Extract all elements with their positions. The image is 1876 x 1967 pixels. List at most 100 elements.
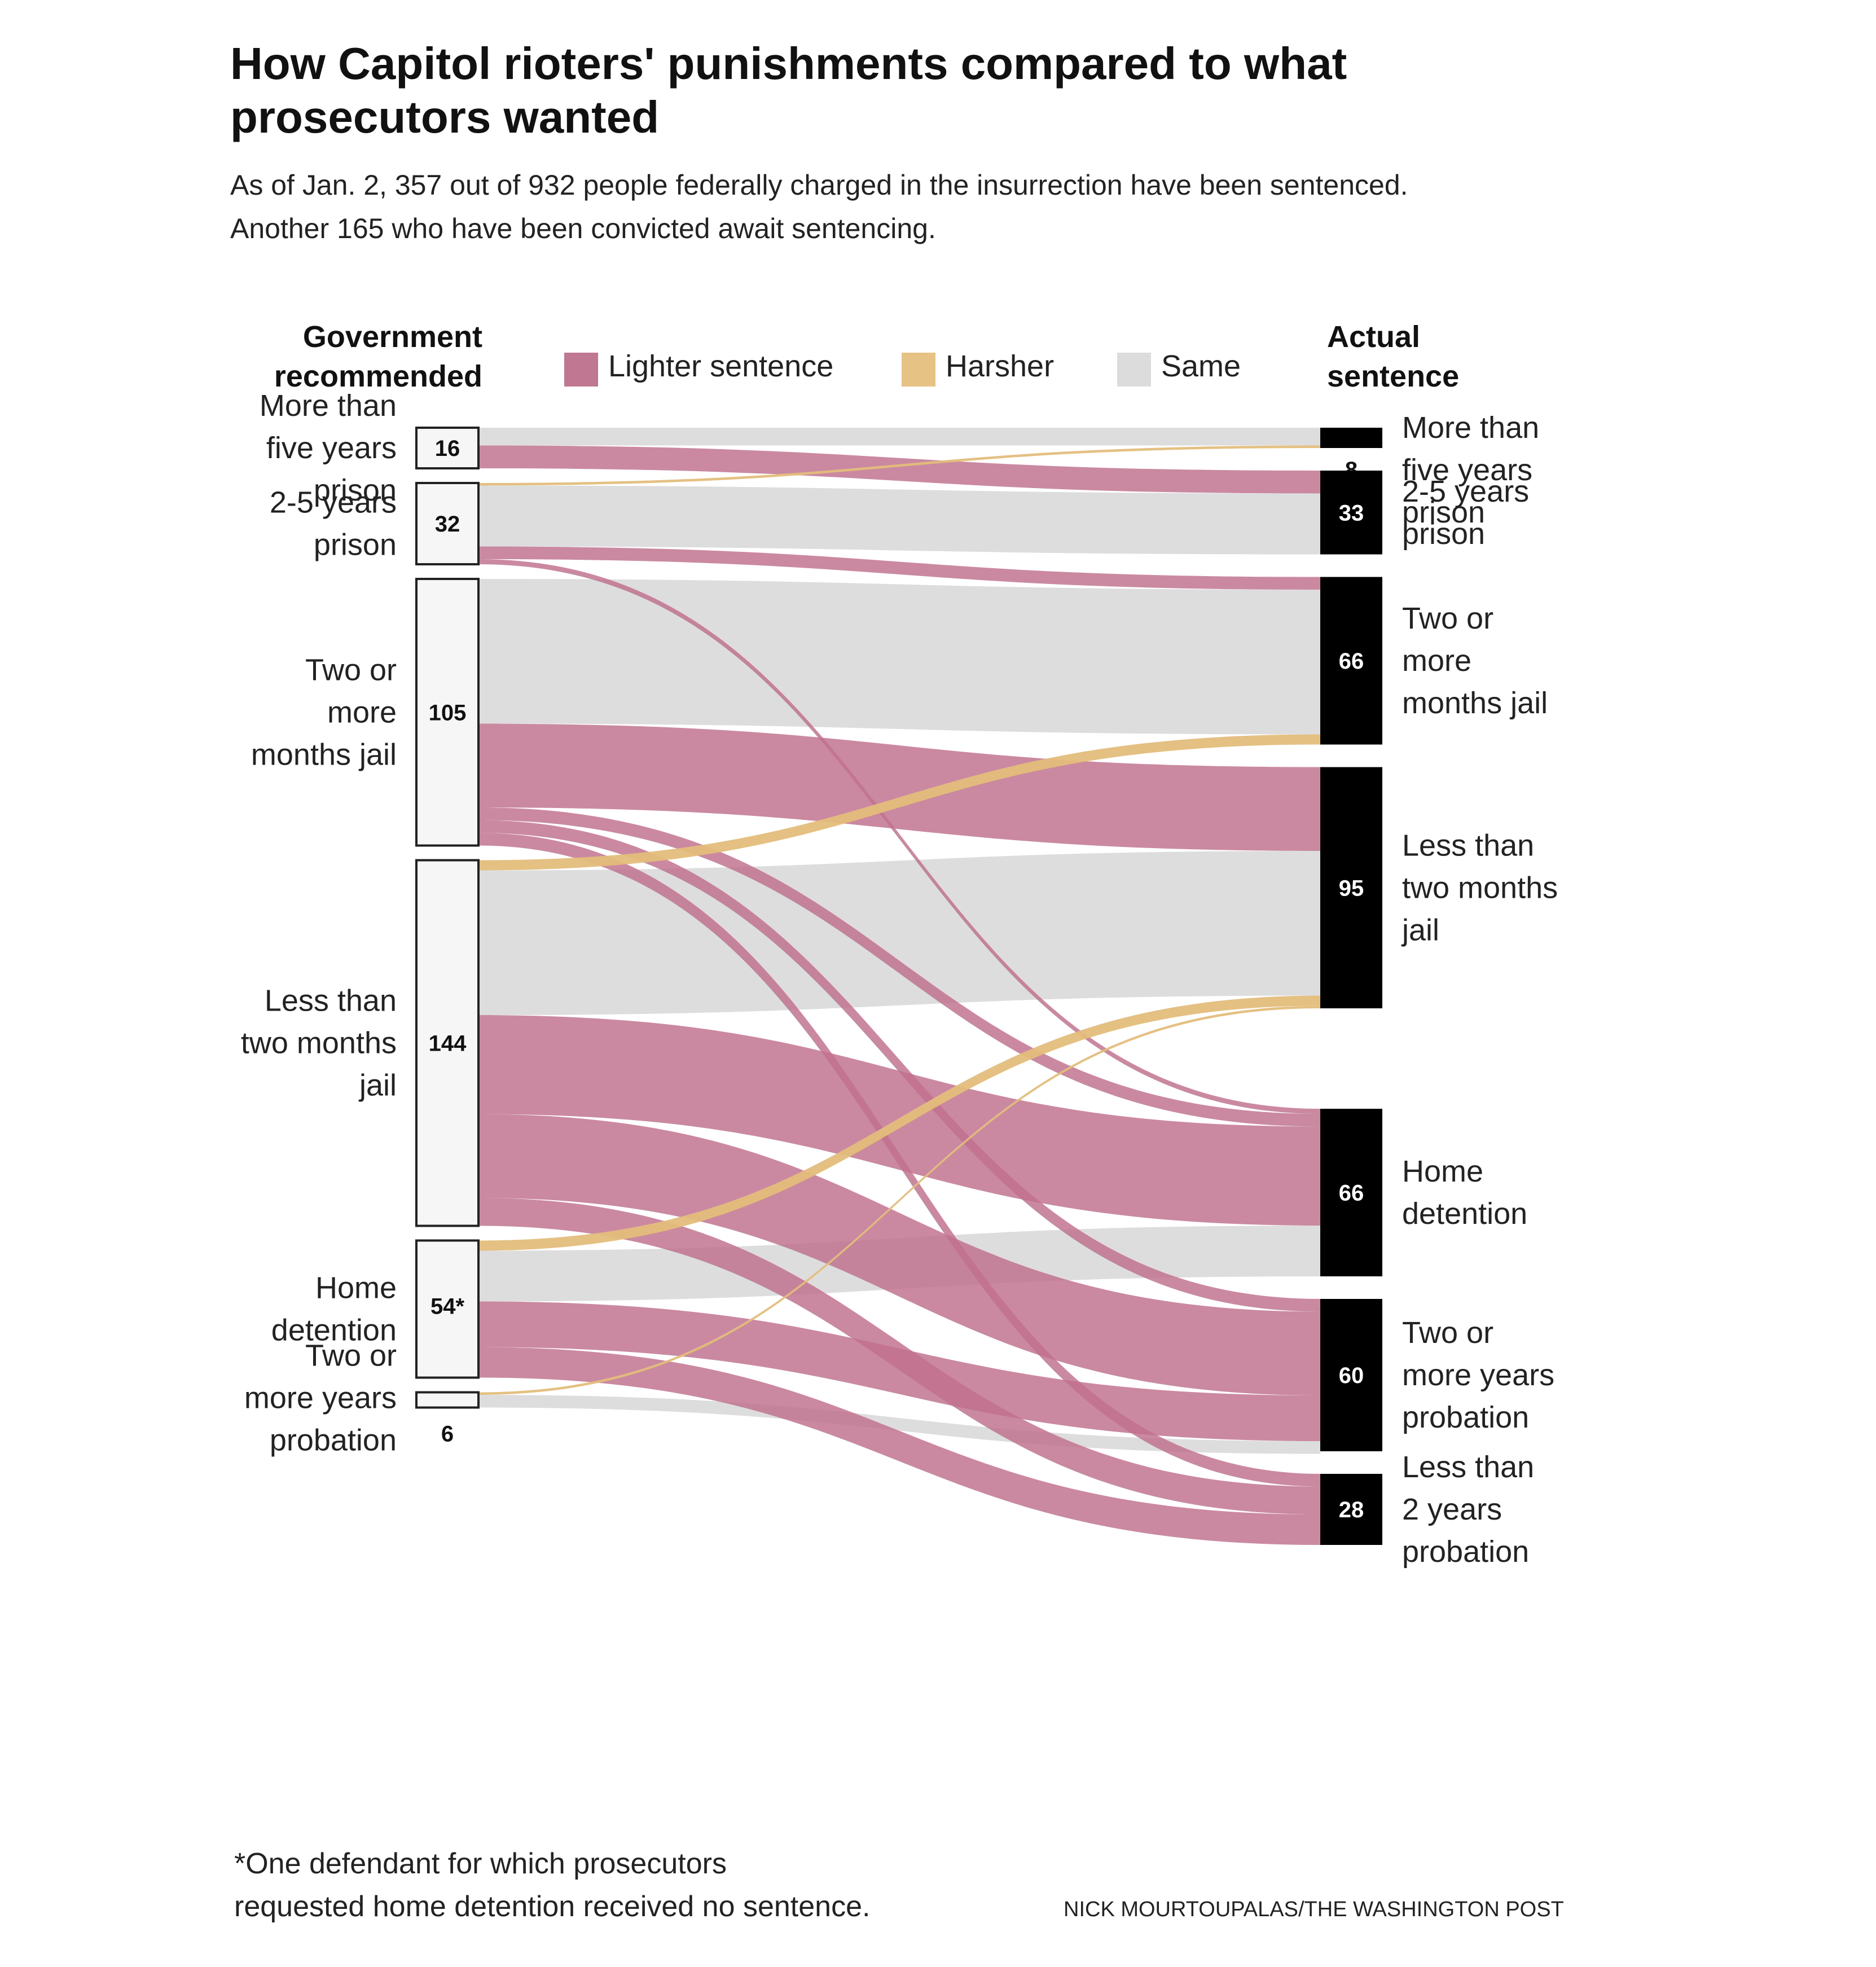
right-node-box: [1320, 577, 1382, 745]
right-node-label-line: More than: [1402, 411, 1539, 445]
left-node-label-line: months jail: [251, 737, 397, 771]
right-node-label-line: more years: [1402, 1358, 1554, 1392]
right-node-label-line: more: [1402, 644, 1471, 678]
right-node-value: 66: [1339, 649, 1364, 674]
right-node-label-line: prison: [1402, 517, 1485, 551]
left-node-box: [415, 1239, 480, 1379]
left-node-box: [415, 482, 480, 565]
flow-harsher-l3-to-r2: [478, 734, 1320, 871]
flow-lighter-l0-to-r1: [478, 445, 1320, 494]
right-node-label-line: 2 years: [1402, 1492, 1502, 1526]
right-node-box: [1320, 767, 1382, 1008]
left-node-label-line: Home: [315, 1271, 397, 1305]
left-node-label-line: 2-5 years: [270, 486, 397, 520]
flow-lighter-l2-to-r4: [478, 807, 1320, 1127]
legend-label-harsher: Harsher: [946, 349, 1054, 383]
right-node-box: [1320, 1109, 1382, 1276]
legend-swatch-harsher: [902, 353, 935, 387]
legend-label-same: Same: [1161, 349, 1241, 383]
right-node-value: 28: [1339, 1498, 1364, 1522]
left-node-box: [415, 578, 480, 847]
left-node-label-line: prison: [314, 473, 397, 507]
right-node-label-line: Home: [1402, 1154, 1483, 1188]
left-column-header-line1: Government: [303, 320, 482, 354]
left-node-label-line: jail: [358, 1069, 397, 1103]
chart-title-line2: prosecutors wanted: [230, 92, 659, 142]
flow-lighter-l3-to-r5: [478, 1114, 1320, 1395]
right-node-label-line: Less than: [1402, 828, 1534, 862]
legend-swatch-lighter: [564, 353, 598, 387]
flow-harsher-l1-to-r0: [478, 445, 1320, 486]
left-node-box: [415, 1391, 480, 1409]
left-node-value: 32: [435, 512, 460, 537]
right-node-label-line: two months: [1402, 871, 1558, 905]
right-node-label-line: detention: [1402, 1197, 1527, 1231]
left-node-label-line: prison: [314, 528, 397, 562]
flow-lighter-l1-to-r2: [478, 546, 1320, 590]
left-node-value: 105: [429, 700, 467, 725]
legend-swatch-same: [1117, 353, 1151, 387]
left-node-box: [415, 427, 480, 469]
left-node-two-or-more-months-jail: 105 Two or more months jail: [251, 578, 480, 847]
left-node-value: 6: [441, 1422, 454, 1447]
left-node-more-than-five-years-prison: 16 More than five years prison: [260, 389, 480, 507]
right-node-label-line: probation: [1402, 1400, 1529, 1434]
flow-lighter-l1-to-r4: [478, 559, 1320, 1114]
flow-same-l2-to-r2: [478, 579, 1320, 735]
chart-subtitle-line2: Another 165 who have been convicted awai…: [230, 213, 936, 244]
left-node-box: [415, 859, 480, 1227]
right-node-two-or-more-years-probation: 60 Two or more years probation: [1320, 1299, 1554, 1451]
left-node-label-line: probation: [270, 1424, 397, 1457]
left-node-label-line: Two or: [305, 653, 397, 687]
left-node-value: 54*: [430, 1294, 464, 1319]
right-column-header-line2: sentence: [1327, 359, 1459, 393]
left-node-value: 144: [429, 1031, 467, 1056]
right-node-box: [1320, 1474, 1382, 1545]
left-node-label-line: Two or: [305, 1339, 397, 1373]
left-node-label-line: more: [327, 695, 397, 729]
left-node-2-5-years-prison: 32 2-5 years prison: [270, 482, 480, 565]
right-node-label-line: Two or: [1402, 601, 1493, 635]
right-node-less-than-2-years-probation: 28 Less than 2 years probation: [1320, 1450, 1534, 1569]
right-node-label-line: prison: [1402, 495, 1485, 529]
right-node-label-line: 2-5 years: [1402, 475, 1529, 508]
right-column-header-line1: Actual: [1327, 320, 1420, 354]
right-node-box: [1320, 1299, 1382, 1451]
legend: Lighter sentence Harsher Same: [564, 349, 1241, 387]
right-node-label-line: Less than: [1402, 1450, 1534, 1484]
flow-lighter-l4-to-r6: [478, 1347, 1320, 1545]
flow-same-l1-to-r1: [478, 485, 1320, 555]
left-node-value: 16: [435, 436, 460, 461]
left-column-header-line2: recommended: [274, 359, 482, 393]
right-node-label-line: Two or: [1402, 1316, 1493, 1350]
right-node-less-than-two-months-jail: 95 Less than two months jail: [1320, 767, 1558, 1008]
left-node-label-line: two months: [241, 1026, 397, 1060]
legend-label-lighter: Lighter sentence: [608, 349, 833, 383]
right-node-value: 33: [1339, 500, 1364, 525]
left-node-home-detention: 54* Home detention: [271, 1239, 480, 1379]
right-node-box: [1320, 428, 1382, 448]
flow-harsher-l4-to-r3: [478, 995, 1320, 1251]
right-node-home-detention: 66 Home detention: [1320, 1109, 1527, 1276]
footnote-line2: requested home detention received no sen…: [234, 1890, 870, 1923]
right-node-value: 95: [1339, 876, 1364, 901]
right-node-label-line: probation: [1402, 1535, 1529, 1569]
flow-same-l0-to-r0: [478, 428, 1320, 446]
right-node-two-or-more-months-jail: 66 Two or more months jail: [1320, 577, 1548, 745]
flow-lighter-l4-to-r5: [478, 1301, 1320, 1441]
right-node-label-line: months jail: [1402, 686, 1548, 720]
flow-harsher-l5-to-r3: [478, 1006, 1320, 1395]
flow-lighter-l2-to-r5: [478, 820, 1320, 1312]
flow-same-l5-to-r5: [478, 1395, 1320, 1454]
left-node-label-line: detention: [271, 1314, 397, 1347]
flow-same-l3-to-r3: [478, 851, 1320, 1015]
left-node-two-or-more-years-probation: 6 Two or more years probation: [244, 1339, 480, 1457]
right-node-label-line: five years: [1402, 453, 1532, 487]
left-node-less-than-two-months-jail: 144 Less than two months jail: [241, 859, 480, 1227]
right-node-value: 60: [1339, 1363, 1364, 1388]
source-credit: NICK MOURTOUPALAS/THE WASHINGTON POST: [1064, 1898, 1564, 1921]
